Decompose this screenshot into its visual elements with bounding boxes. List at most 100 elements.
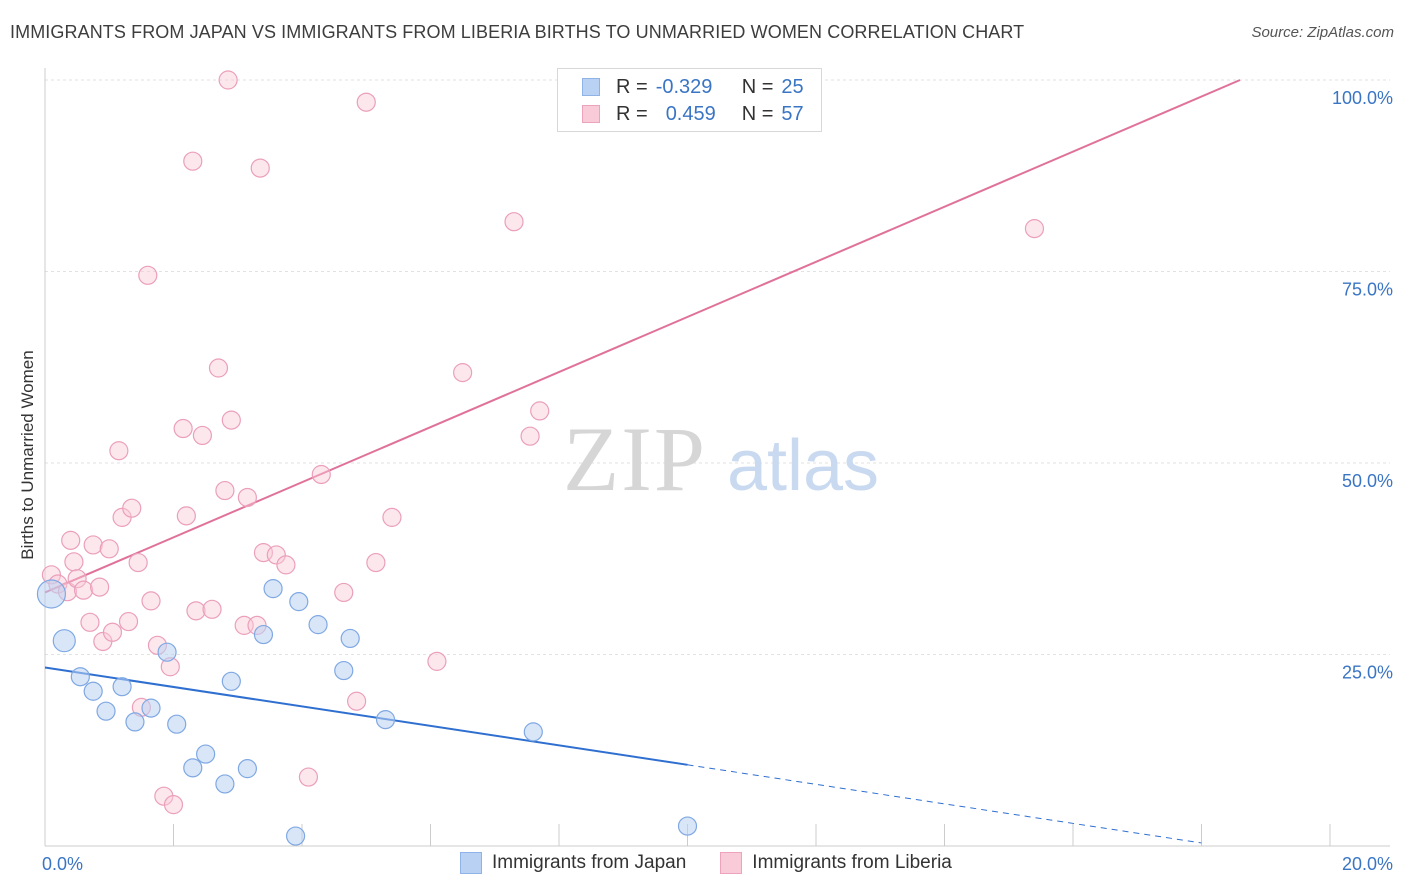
japan-point xyxy=(70,667,90,687)
liberia-swatch xyxy=(582,105,600,123)
liberia-point xyxy=(520,426,540,446)
watermark-zip: ZIP xyxy=(563,408,707,510)
japan-point xyxy=(96,701,116,721)
japan-point xyxy=(289,592,309,612)
japan-point xyxy=(36,579,67,609)
liberia-point xyxy=(118,611,139,632)
liberia-point xyxy=(221,410,241,430)
liberia-point xyxy=(250,158,270,178)
japan-point xyxy=(112,677,132,697)
y-tick-label: 100.0% xyxy=(1332,88,1393,108)
liberia-point xyxy=(109,441,129,461)
liberia-point xyxy=(67,569,87,589)
liberia-point xyxy=(83,535,103,555)
liberia-legend-swatch xyxy=(720,852,743,874)
axes xyxy=(44,68,1390,847)
liberia-point xyxy=(530,401,550,421)
liberia-point xyxy=(176,506,196,526)
y-tick-label: 75.0% xyxy=(1342,280,1393,300)
liberia-legend-label: Immigrants from Liberia xyxy=(752,852,952,873)
legend-item-japan[interactable]: Immigrants from Japan xyxy=(460,852,686,874)
liberia-point xyxy=(237,487,257,508)
japan-point xyxy=(375,710,396,730)
liberia-point xyxy=(173,418,193,439)
liberia-point xyxy=(128,552,148,573)
liberia-point xyxy=(183,151,203,171)
tick-labels: 25.0% 50.0% 75.0% 100.0% 0.0% 20.0% xyxy=(42,88,1393,874)
x-tick-label: 0.0% xyxy=(42,854,83,874)
japan-point xyxy=(221,671,241,691)
japan-trend-extension xyxy=(687,764,1202,844)
liberia-point xyxy=(266,545,286,565)
liberia-point xyxy=(208,358,229,378)
trend-lines xyxy=(44,79,1241,844)
japan-trend-line xyxy=(44,666,688,766)
liberia-point xyxy=(453,363,473,383)
liberia-point xyxy=(504,212,524,232)
x-tick-label: 20.0% xyxy=(1342,854,1393,874)
japan-point xyxy=(196,744,216,764)
legend-row-japan: R = -0.329 N = 25 xyxy=(582,75,804,99)
japan-legend-label: Immigrants from Japan xyxy=(492,852,687,873)
japan-point xyxy=(237,759,257,779)
liberia-point xyxy=(334,582,354,603)
legend-row-liberia: R = 0.459 N = 57 xyxy=(582,102,804,126)
liberia-point xyxy=(122,498,142,518)
japan-point xyxy=(125,712,145,732)
watermark-atlas: atlas xyxy=(727,426,879,506)
japan-legend-swatch xyxy=(460,852,482,874)
grid-lines xyxy=(45,79,1390,655)
japan-point xyxy=(340,628,360,649)
japan-n-value: 25 xyxy=(781,75,804,98)
liberia-point xyxy=(61,530,81,550)
japan-point xyxy=(308,615,328,635)
japan-r-value: -0.329 xyxy=(655,75,713,98)
liberia-point xyxy=(276,555,296,575)
japan-point xyxy=(677,816,698,836)
liberia-point xyxy=(102,622,123,642)
liberia-point xyxy=(202,599,222,619)
y-axis-label: Births to Unmarried Women xyxy=(18,350,37,560)
liberia-point xyxy=(73,580,94,600)
watermark: ZIP atlas xyxy=(563,408,879,510)
liberia-point xyxy=(80,612,100,632)
liberia-point xyxy=(347,691,367,711)
japan-point xyxy=(334,660,354,681)
data-points xyxy=(36,70,1045,846)
japan-point xyxy=(83,681,103,701)
japan-point xyxy=(52,629,76,653)
liberia-point xyxy=(163,795,184,815)
chart-title: IMMIGRANTS FROM JAPAN VS IMMIGRANTS FROM… xyxy=(10,22,1025,42)
japan-n-label: N = xyxy=(741,75,774,98)
liberia-r-label: R = xyxy=(616,102,648,125)
liberia-point xyxy=(356,92,376,112)
liberia-n-value: 57 xyxy=(781,102,804,125)
liberia-point xyxy=(215,480,235,501)
legend-item-liberia[interactable]: Immigrants from Liberia xyxy=(720,852,952,874)
liberia-trend-line xyxy=(44,79,1241,594)
liberia-point xyxy=(298,767,319,787)
source-label: Source: ZipAtlas.com xyxy=(1251,24,1394,41)
liberia-n-label: N = xyxy=(741,102,774,125)
liberia-point xyxy=(99,539,119,559)
japan-point xyxy=(183,758,203,778)
japan-r-label: R = xyxy=(616,75,648,98)
correlation-legend: R = -0.329 N = 25 R = 0.459 N = 57 xyxy=(557,68,822,132)
liberia-point xyxy=(64,552,84,572)
liberia-point xyxy=(141,591,161,611)
liberia-point xyxy=(218,70,238,90)
liberia-r-value: 0.459 xyxy=(665,102,716,125)
liberia-point xyxy=(427,651,447,671)
japan-point xyxy=(167,714,187,734)
japan-point xyxy=(263,579,283,599)
liberia-point xyxy=(138,265,158,285)
liberia-point xyxy=(192,425,213,446)
japan-point xyxy=(215,774,235,794)
japan-swatch xyxy=(582,78,600,96)
liberia-point xyxy=(1024,219,1045,239)
liberia-point xyxy=(186,601,206,621)
japan-point xyxy=(157,642,177,662)
japan-point xyxy=(523,722,543,742)
japan-point xyxy=(141,698,161,718)
